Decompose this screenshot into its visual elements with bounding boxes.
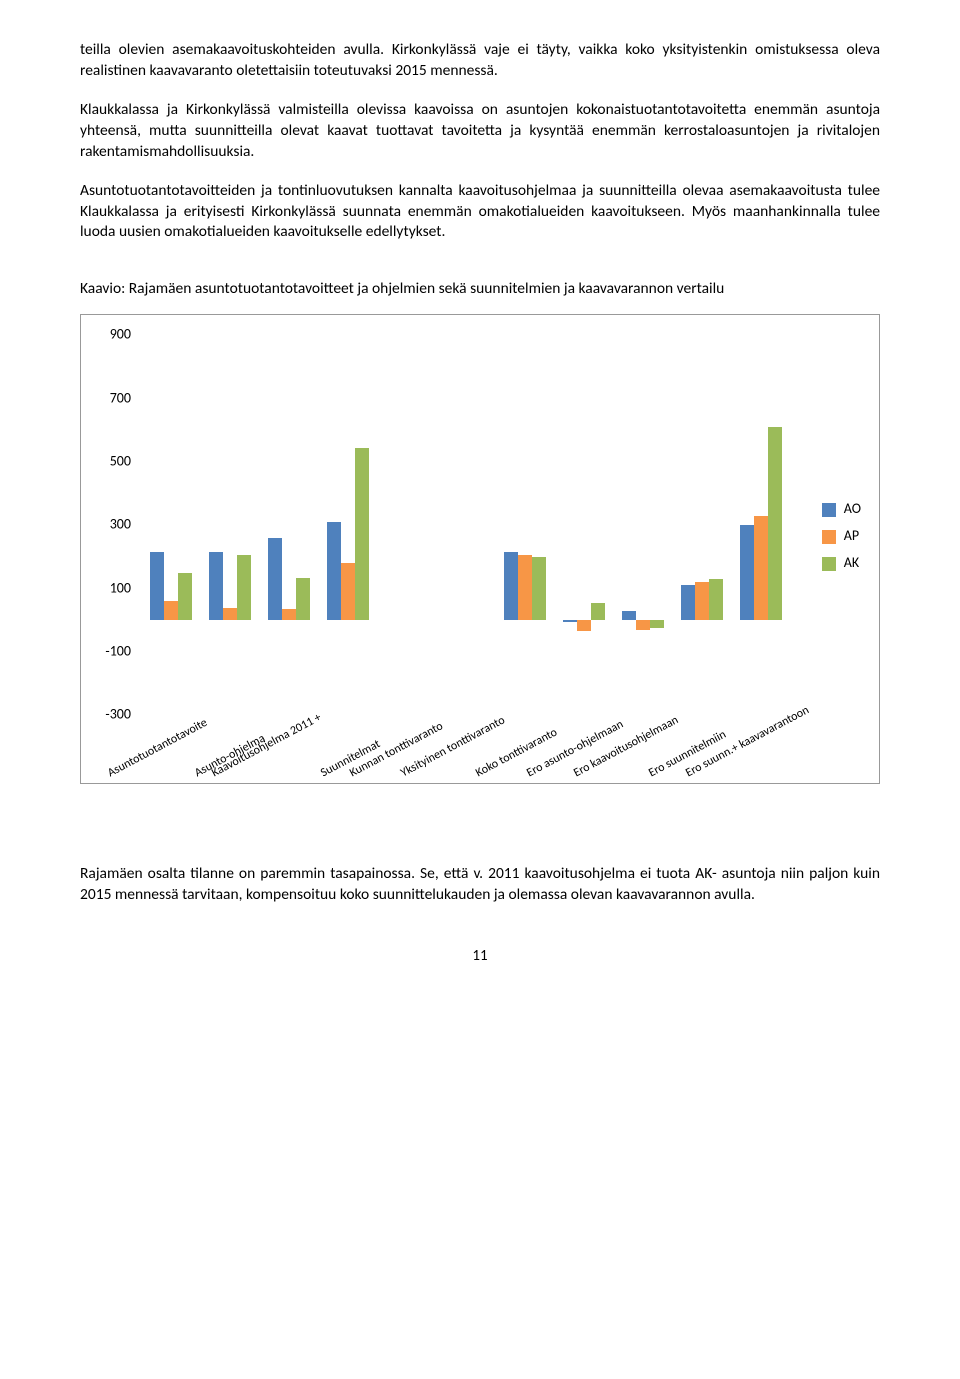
legend-swatch: [822, 503, 836, 517]
bar: [650, 620, 664, 628]
ytick-label: 300: [91, 516, 131, 535]
legend-item: AO: [822, 500, 861, 519]
bar: [577, 620, 591, 631]
page-number: 11: [80, 946, 880, 966]
bar: [518, 555, 532, 620]
bar: [504, 552, 518, 620]
bar: [532, 557, 546, 620]
paragraph-2: Klaukkalassa ja Kirkonkylässä valmisteil…: [80, 100, 880, 163]
paragraph-3: Asuntotuotantotavoitteiden ja tontinluov…: [80, 181, 880, 244]
paragraph-4: Rajamäen osalta tilanne on paremmin tasa…: [80, 864, 880, 906]
bar: [282, 609, 296, 620]
ytick-label: -100: [91, 643, 131, 662]
bar: [681, 585, 695, 620]
legend-item: AK: [822, 554, 861, 573]
legend-item: AP: [822, 527, 861, 546]
bar: [296, 578, 310, 621]
bar: [150, 552, 164, 620]
paragraph-1: teilla olevien asemakaavoituskohteiden a…: [80, 40, 880, 82]
legend-swatch: [822, 557, 836, 571]
ytick-label: 500: [91, 453, 131, 472]
bar: [622, 611, 636, 621]
legend-label: AO: [844, 500, 861, 519]
bar: [709, 579, 723, 620]
ytick-label: 100: [91, 579, 131, 598]
bar: [209, 552, 223, 620]
bar: [636, 620, 650, 630]
rajamaki-chart: -300-100100300500700900 AOAPAK Asuntotuo…: [80, 314, 880, 784]
bar: [768, 427, 782, 620]
bar: [754, 516, 768, 621]
legend-swatch: [822, 530, 836, 544]
bar: [178, 573, 192, 621]
bar: [740, 525, 754, 620]
ytick-label: 900: [91, 326, 131, 345]
ytick-label: 700: [91, 389, 131, 408]
bar: [223, 608, 237, 621]
bar: [355, 448, 369, 621]
chart-caption: Kaavio: Rajamäen asuntotuotantotavoittee…: [80, 279, 880, 300]
bar: [695, 582, 709, 620]
bar: [164, 601, 178, 620]
legend-label: AK: [844, 554, 859, 573]
bar: [237, 555, 251, 620]
bar: [327, 522, 341, 620]
xtick-label: Kaavoitusohjelma 2011 +: [209, 710, 324, 782]
ytick-label: -300: [91, 706, 131, 725]
bar: [341, 563, 355, 620]
legend-label: AP: [844, 527, 859, 546]
bar: [591, 603, 605, 620]
bar: [268, 538, 282, 620]
bar: [563, 620, 577, 622]
chart-legend: AO AP AK: [822, 500, 861, 581]
